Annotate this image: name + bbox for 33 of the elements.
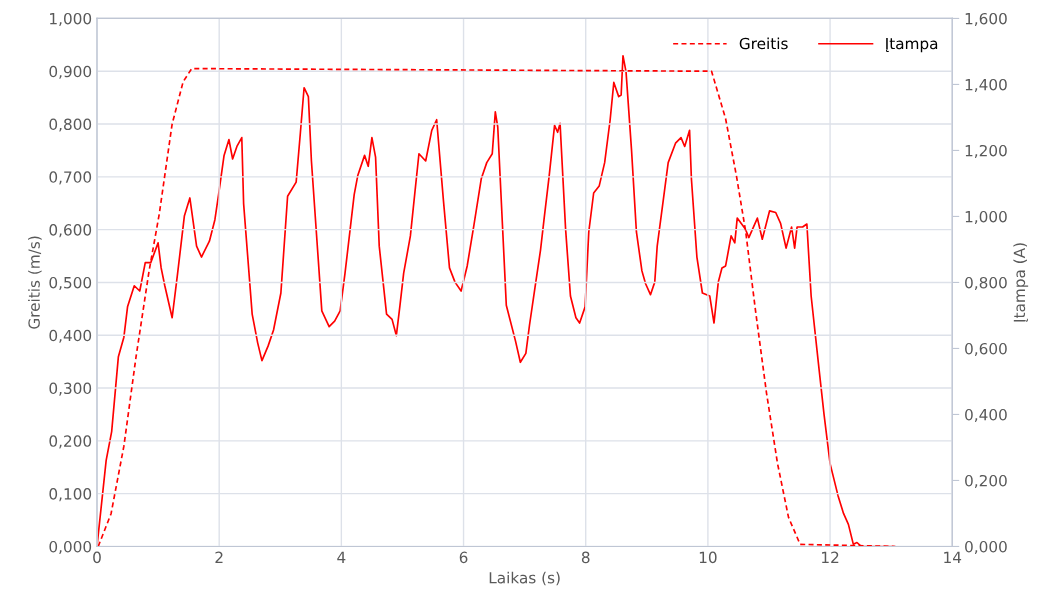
legend-label: Įtampa xyxy=(886,37,938,53)
y2-tick-label: 0,400 xyxy=(965,408,1007,423)
y-tick-label: 0,100 xyxy=(49,488,92,502)
y2-tick-label: 0,600 xyxy=(965,342,1007,357)
y-tick-label: 0,900 xyxy=(49,65,92,79)
y2-tick-label: 1,200 xyxy=(965,144,1007,159)
y2-tick-label: 1,600 xyxy=(965,12,1007,26)
y2-tick-label: 0,000 xyxy=(965,540,1007,555)
y-tick-label: 0,300 xyxy=(49,382,92,396)
x-tick-label: 2 xyxy=(215,551,223,563)
x-axis-title: Laikas (s) xyxy=(489,571,560,586)
x-tick-label: 8 xyxy=(581,551,590,564)
y-tick-label: 0,000 xyxy=(49,540,92,555)
y-tick-label: 0,700 xyxy=(49,171,92,185)
y-tick-label: 0,200 xyxy=(49,435,92,449)
y2-tick-label: 1,000 xyxy=(965,210,1007,225)
legend-label: Greitis xyxy=(739,37,788,50)
x-tick-label: 6 xyxy=(459,551,468,564)
x-tick-label: 10 xyxy=(699,551,717,564)
y2-tick-label: 0,200 xyxy=(965,474,1007,489)
x-tick-label: 0 xyxy=(93,551,101,564)
y2-tick-label: 1,400 xyxy=(965,78,1007,93)
y-tick-label: 1,000 xyxy=(50,12,92,26)
y-tick-label: 0,600 xyxy=(49,224,92,238)
x-tick-label: 14 xyxy=(944,551,962,563)
y2-tick-label: 0,800 xyxy=(965,276,1007,291)
x-tick-label: 12 xyxy=(822,551,839,563)
y-tick-label: 0,500 xyxy=(49,276,92,291)
y-tick-label: 0,400 xyxy=(49,329,92,343)
y-tick-label: 0,800 xyxy=(49,118,92,132)
x-tick-label: 4 xyxy=(337,551,346,563)
y2-axis-title: Įtampa (A) xyxy=(1013,243,1029,322)
y-axis-title: Greitis (m/s) xyxy=(28,236,42,329)
